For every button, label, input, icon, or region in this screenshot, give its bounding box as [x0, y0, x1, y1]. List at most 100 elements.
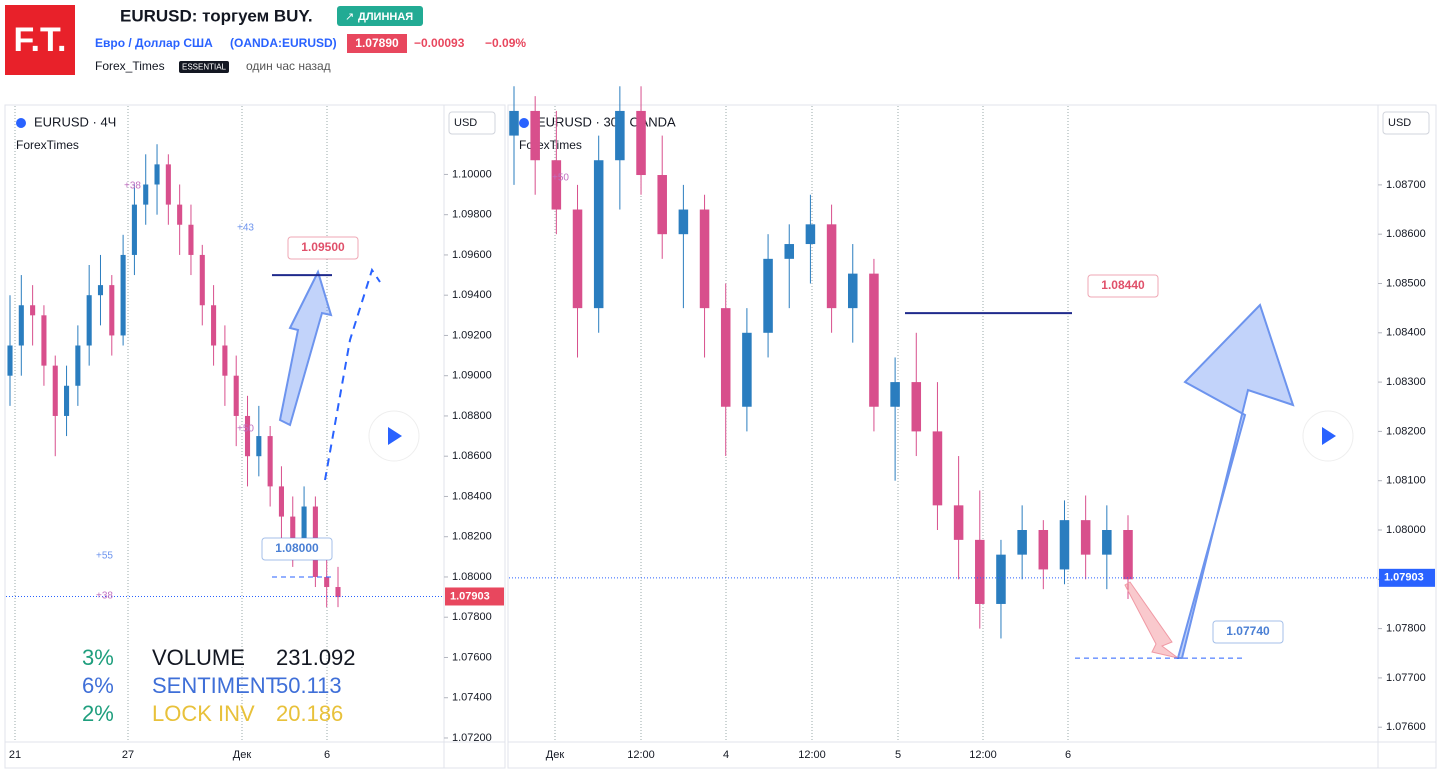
candle-body [244, 415, 251, 457]
y-tick-label: 1.09400 [452, 289, 492, 301]
candle-body [847, 273, 858, 309]
candle-body [678, 209, 689, 235]
candle-body [143, 184, 149, 205]
chart-title: EURUSD · 4Ч [34, 114, 116, 129]
indicator-name: ForexTimes [519, 138, 582, 152]
plan-bg [179, 61, 229, 73]
table-cell: LOCK INV [152, 701, 255, 726]
price-bg [347, 34, 407, 53]
currency-box [1382, 111, 1430, 135]
change-pct: −0.09% [485, 36, 526, 50]
mark-label: +43 [237, 223, 254, 234]
table-cell: 2% [82, 701, 114, 726]
x-tick-label: 6 [324, 749, 330, 761]
level-label: 1.08440 [1101, 278, 1145, 292]
badge-icon: ↗ [345, 11, 354, 23]
x-tick-label: 27 [122, 749, 134, 761]
candle-body [109, 285, 115, 336]
candle-body [932, 431, 943, 506]
currency-box [448, 111, 496, 135]
candle-body [233, 375, 239, 416]
candle-body [97, 285, 104, 296]
level-callout [1212, 620, 1284, 644]
candle-body [615, 110, 625, 161]
badge-bg [337, 6, 423, 26]
last-price-tag [1379, 568, 1435, 587]
candle-body [1059, 520, 1070, 570]
candle-body [975, 539, 985, 604]
x-tick-label: 6 [1065, 749, 1071, 761]
candle-body [699, 209, 710, 309]
candle-body [222, 345, 228, 376]
candle-body [41, 315, 47, 366]
candle-body [301, 506, 307, 547]
x-tick-label: 21 [9, 749, 21, 761]
chart-title: EURUSD · 30 · OANDA [537, 114, 676, 129]
candle-body [75, 345, 81, 386]
currency: USD [1388, 117, 1411, 129]
x-tick-label: 12:00 [798, 749, 826, 761]
y-tick-label: 1.08000 [452, 571, 492, 583]
logo: F.T. [14, 21, 67, 59]
level-label: 1.08000 [275, 541, 319, 555]
candle-body [657, 175, 667, 235]
candle-body [199, 254, 205, 306]
candle-body [953, 505, 964, 540]
symbol-code[interactable]: (OANDA:EURUSD) [230, 36, 337, 50]
forecast-dash [324, 267, 381, 481]
level-callout [287, 236, 359, 260]
candle-body [805, 224, 816, 245]
symbol-name[interactable]: Евро / Доллар США [95, 36, 213, 50]
candle-body [551, 160, 562, 210]
idea-title: EURUSD: торгуем BUY. [120, 6, 313, 25]
level-label: 1.07740 [1226, 624, 1270, 638]
y-tick-label: 1.08200 [1386, 425, 1426, 437]
candle-body [256, 436, 262, 457]
candle-body [826, 224, 837, 309]
y-tick-label: 1.07800 [452, 611, 492, 623]
candle-body [177, 204, 183, 225]
candle-body [290, 516, 296, 547]
x-tick-label: 4 [723, 749, 729, 761]
x-tick-label: 12:00 [627, 749, 655, 761]
candle-body [7, 345, 13, 376]
candle-body [869, 273, 879, 407]
x-tick-label: 12:00 [969, 749, 997, 761]
candle-body [335, 587, 341, 598]
y-tick-label: 1.08400 [452, 490, 492, 502]
forecast-arrow [1176, 303, 1295, 659]
candle-body [572, 209, 583, 309]
y-tick-label: 1.09200 [452, 329, 492, 341]
x-tick-label: Дек [233, 749, 252, 761]
table-cell: SENTIMENT [152, 673, 279, 698]
candle-body [1102, 530, 1112, 555]
candle-body [131, 204, 137, 255]
table-cell: 6% [82, 673, 114, 698]
candle-body [593, 160, 604, 309]
indicator-name: ForexTimes [16, 138, 79, 152]
y-tick-label: 1.08600 [452, 450, 492, 462]
play-icon [388, 427, 402, 445]
candle-body [509, 110, 519, 136]
last-price-label: 1.07903 [1384, 572, 1424, 584]
candle-body [188, 224, 194, 255]
y-tick-label: 1.07200 [452, 732, 492, 744]
candle-body [530, 110, 540, 161]
play-icon [1322, 427, 1336, 445]
symbol-icon [519, 118, 529, 128]
panel-right [507, 104, 1437, 769]
author[interactable]: Forex_Times [95, 59, 165, 73]
candle-body [763, 258, 773, 333]
panel-left [4, 104, 506, 769]
mark-label: +50 [237, 424, 254, 435]
y-tick-label: 1.08000 [1386, 524, 1426, 536]
candle-body [1080, 520, 1091, 555]
y-tick-label: 1.07600 [1386, 721, 1426, 733]
y-tick-label: 1.07700 [1386, 672, 1426, 684]
mark-label: +50 [552, 173, 569, 184]
y-tick-label: 1.09000 [452, 370, 492, 382]
price: 1.07890 [355, 36, 399, 50]
mark-label: +38 [124, 181, 141, 192]
y-tick-label: 1.07800 [1386, 623, 1426, 635]
x-tick-label: Дек [546, 749, 565, 761]
